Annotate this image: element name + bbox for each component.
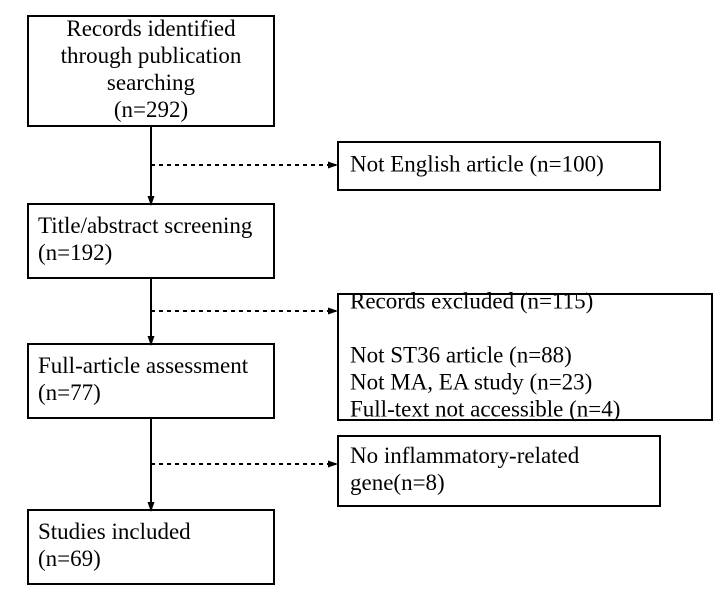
box-b3: Full-article assessment(n=77) [28,344,274,418]
box-text: Not English article (n=100) [350,151,604,176]
box-text: (n=69) [38,546,101,571]
box-text: (n=192) [38,240,112,265]
box-text: Records excluded (n=115) [350,288,593,313]
box-text: Not MA, EA study (n=23) [350,369,592,394]
box-text: searching [107,70,196,95]
box-text: (n=292) [114,97,188,122]
box-text: Studies included [38,519,191,544]
box-text: Full-article assessment [38,353,249,378]
box-text: Records identified [66,16,236,41]
box-text: gene(n=8) [350,470,445,495]
box-ex2: Records excluded (n=115) Not ST36 article… [338,288,712,421]
box-b2: Title/abstract screening(n=192) [28,204,274,278]
box-ex3: No inflammatory-relatedgene(n=8) [338,436,660,506]
box-text: Title/abstract screening [38,213,253,238]
box-text: Full-text not accessible (n=4) [350,396,620,421]
box-text: through publication [61,43,242,68]
box-text: Not ST36 article (n=88) [350,342,572,367]
box-text: (n=77) [38,380,101,405]
flowchart-canvas: Records identifiedthrough publicationsea… [0,0,725,601]
box-b4: Studies included(n=69) [28,510,274,584]
box-text: No inflammatory-related [350,443,580,468]
box-b1: Records identifiedthrough publicationsea… [28,16,274,126]
box-ex1: Not English article (n=100) [338,142,660,190]
